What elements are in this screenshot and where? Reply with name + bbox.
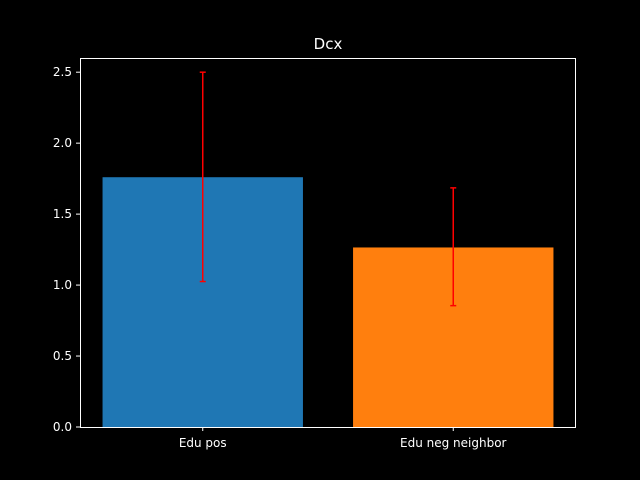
error-bar-1 [450,187,457,307]
x-tick-label-1: Edu neg neighbor [400,436,507,450]
y-tick-label-1: 0.5 [53,349,72,363]
y-tick-label-0: 0.0 [53,420,72,434]
x-axis: Edu pos Edu neg neighbor [179,427,507,450]
y-axis: 0.0 0.5 1.0 1.5 2.0 2.5 [53,65,80,434]
error-bars-layer [199,71,457,307]
y-tick-label-4: 2.0 [53,136,72,150]
bars-layer [102,177,554,427]
chart-title: Dcx [314,35,343,53]
error-bar-0 [199,71,206,283]
y-tick-label-3: 1.5 [53,207,72,221]
y-tick-label-5: 2.5 [53,65,72,79]
x-tick-label-0: Edu pos [179,436,227,450]
plot-frame [80,58,576,428]
y-tick-label-2: 1.0 [53,278,72,292]
